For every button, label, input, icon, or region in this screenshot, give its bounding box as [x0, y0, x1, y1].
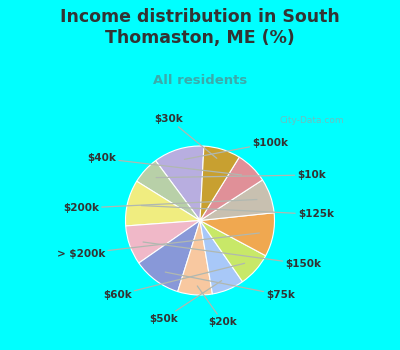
Text: $100k: $100k — [184, 138, 288, 159]
Wedge shape — [200, 157, 262, 220]
Wedge shape — [139, 220, 200, 292]
Wedge shape — [178, 220, 212, 295]
Text: $20k: $20k — [197, 286, 237, 327]
Wedge shape — [126, 181, 200, 226]
Text: $150k: $150k — [143, 242, 322, 269]
Text: $200k: $200k — [63, 199, 257, 213]
Text: $40k: $40k — [87, 153, 242, 175]
Text: $50k: $50k — [150, 281, 222, 324]
Wedge shape — [200, 220, 242, 294]
Wedge shape — [200, 220, 266, 282]
Text: $10k: $10k — [156, 170, 326, 180]
Text: $30k: $30k — [154, 114, 217, 158]
Text: All residents: All residents — [153, 74, 247, 87]
Text: $75k: $75k — [165, 272, 295, 300]
Wedge shape — [200, 213, 274, 256]
Wedge shape — [156, 146, 204, 220]
Text: City-Data.com: City-Data.com — [280, 116, 344, 125]
Text: $125k: $125k — [141, 205, 334, 219]
Wedge shape — [137, 161, 200, 220]
Wedge shape — [200, 146, 239, 220]
Text: $60k: $60k — [103, 263, 244, 300]
Text: > $200k: > $200k — [57, 233, 259, 259]
Wedge shape — [200, 180, 274, 220]
Text: Income distribution in South
Thomaston, ME (%): Income distribution in South Thomaston, … — [60, 8, 340, 47]
Wedge shape — [126, 220, 200, 263]
